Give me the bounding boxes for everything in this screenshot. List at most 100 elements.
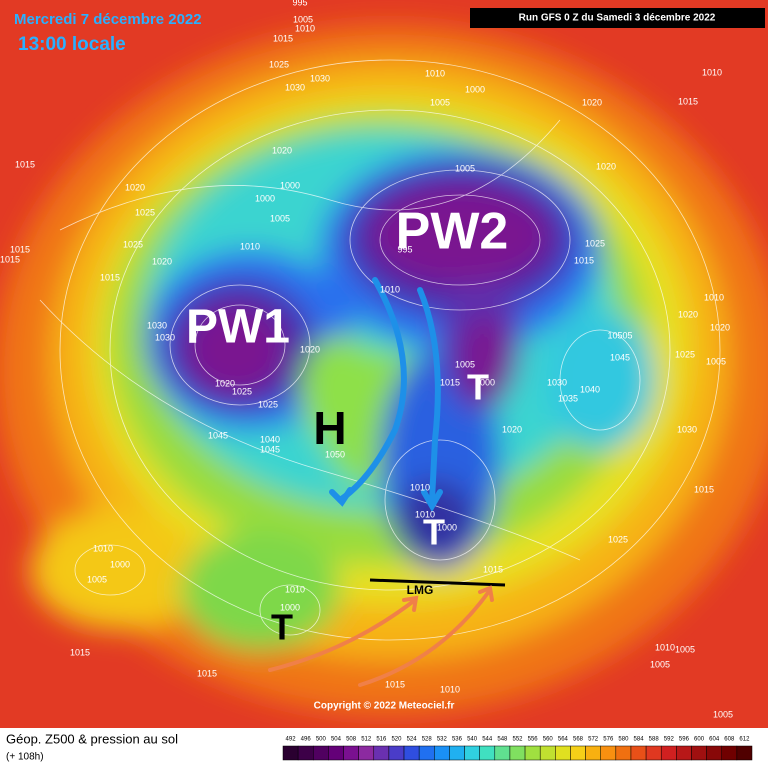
isobar-label: 1005 <box>270 213 290 223</box>
isobar-label: 1000 <box>255 193 275 203</box>
isobar-label: 1030 <box>155 332 175 342</box>
scale-swatch <box>570 745 586 761</box>
scale-swatch <box>313 745 329 761</box>
date-label: Mercredi 7 décembre 2022 <box>14 11 202 28</box>
isobar-label: 995 <box>397 244 412 254</box>
flow-arrows <box>329 277 443 513</box>
scale-swatch <box>736 745 753 761</box>
scale-swatch <box>328 745 344 761</box>
scale-swatch <box>539 745 556 761</box>
annotation: T <box>271 607 293 648</box>
isobar-label: 1010 <box>295 23 315 33</box>
annotations: PW1 PW2 H T T T LMG <box>186 203 508 648</box>
scale-label: 524 <box>407 737 418 743</box>
isobar-label: 1000 <box>475 377 495 387</box>
scale-swatch <box>524 745 541 761</box>
scale-label: 560 <box>543 737 554 743</box>
annotation: LMG <box>407 583 434 597</box>
scale-swatch <box>297 745 314 761</box>
isobar-label: 1015 <box>273 33 293 43</box>
isobar-label: 1015 <box>197 668 217 678</box>
scale-label: 556 <box>528 737 539 743</box>
scale-label: 496 <box>301 737 312 743</box>
scale-swatch <box>343 745 359 761</box>
isobar-label: 1025 <box>258 399 278 409</box>
isobar-label: 1010 <box>704 292 724 302</box>
scale-label: 532 <box>437 737 448 743</box>
isobar-label: 1025 <box>585 238 605 248</box>
geopotential-field: 1015102010251025101510151015102010301030… <box>0 0 768 728</box>
isobar-label: 1015 <box>0 254 20 264</box>
isobar-label: 1010 <box>425 68 445 78</box>
annotation: H <box>313 402 346 454</box>
isobar-label: 1030 <box>677 424 697 434</box>
isobar-label: 1010 <box>410 482 430 492</box>
isobar-label: 1010 <box>655 642 675 652</box>
isobar-label: 1015 <box>10 244 30 254</box>
scale-swatch <box>615 745 632 761</box>
scale-swatch <box>494 745 511 761</box>
isobar-label: 1015 <box>70 647 90 657</box>
scale-swatch <box>630 745 647 761</box>
isobar-label: 1025 <box>135 207 155 217</box>
scale-swatch <box>464 745 480 761</box>
scale-swatch <box>555 745 571 761</box>
run-box <box>470 8 765 28</box>
isobar-label: 1010 <box>93 543 113 553</box>
isobar-label: 1025 <box>232 386 252 396</box>
scale-label: 544 <box>482 737 493 743</box>
scale-swatch <box>449 745 465 761</box>
annotation: PW1 <box>186 301 290 354</box>
warm-arrows <box>268 585 494 687</box>
isobar-label: 1050 <box>325 449 345 459</box>
scale-swatch <box>388 745 405 761</box>
isobar-label: 1005 <box>650 659 670 669</box>
scale-label: 600 <box>694 737 705 743</box>
isobar-label: 1015 <box>15 159 35 169</box>
scale-label: 612 <box>739 737 750 743</box>
isobar-label: 1025 <box>675 349 695 359</box>
isobar-label: 1025 <box>608 534 628 544</box>
scale-swatch <box>479 745 496 761</box>
isobar-label: 1005 <box>706 356 726 366</box>
isobar-label: 1005 <box>430 97 450 107</box>
isobar-label: 1045 <box>610 352 630 362</box>
scale-label: 604 <box>709 737 720 743</box>
isobar-label: 1005 <box>87 574 107 584</box>
isobar-label: 1000 <box>280 180 300 190</box>
annotation: T <box>467 367 489 408</box>
isobar-label: 1010 <box>440 684 460 694</box>
isobar-label: 1005 <box>713 709 733 719</box>
scale-label: 608 <box>724 737 735 743</box>
isobar-label: 1020 <box>125 182 145 192</box>
annotation: T <box>423 512 445 553</box>
scale-swatch <box>373 745 390 761</box>
scale-label: 588 <box>649 737 660 743</box>
isobar-label: 1040 <box>260 434 280 444</box>
isobar-labels: 1015102010251025101510151015102010301030… <box>0 0 733 719</box>
isobar-label: 1005 <box>293 14 313 24</box>
isobar-label: 1030 <box>147 320 167 330</box>
scale-label: 592 <box>664 737 675 743</box>
scale-label: 508 <box>346 737 357 743</box>
isobar-label: 1015 <box>678 96 698 106</box>
isobar-label: 1030 <box>285 82 305 92</box>
isobar-label: 1005 <box>455 359 475 369</box>
legend-subtitle: (+ 108h) <box>6 752 44 763</box>
isobar-label: 1045 <box>208 430 228 440</box>
isobar-label: 1000 <box>280 602 300 612</box>
scale-swatch <box>434 745 450 761</box>
scale-swatch <box>706 745 722 761</box>
isobar-label: 1010 <box>380 284 400 294</box>
scale-swatch <box>645 745 662 761</box>
scale-swatch <box>418 745 435 761</box>
scale-label: 548 <box>497 737 508 743</box>
isobar-label: 1020 <box>582 97 602 107</box>
scale-label: 492 <box>286 737 297 743</box>
scale-label: 540 <box>467 737 478 743</box>
scale-swatch <box>600 745 617 761</box>
scale-swatch <box>691 745 707 761</box>
isobar-label: 1010 <box>285 584 305 594</box>
scale-swatch <box>676 745 692 761</box>
